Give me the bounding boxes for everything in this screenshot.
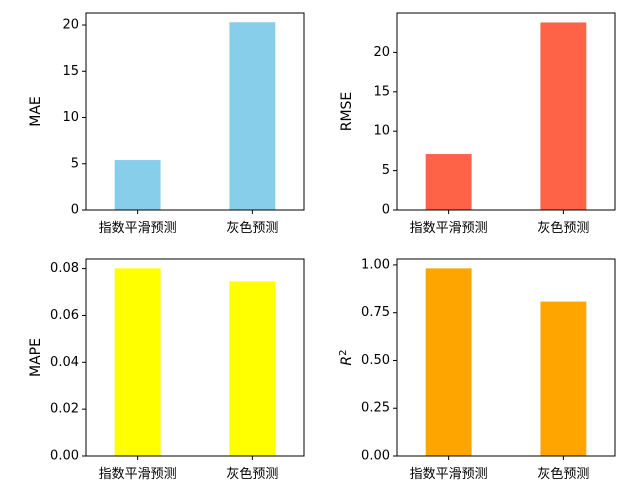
y-tick-label: 10: [62, 110, 79, 125]
y-tick-label: 5: [382, 163, 390, 178]
y-tick-label: 0.00: [361, 449, 390, 464]
y-tick-label: 0.06: [50, 308, 79, 323]
chart-panel-4: 0.00 0.25 0.50 0.75 1.00 指数平滑预测 灰色预测 R2: [338, 257, 616, 482]
y-axis-title: R2: [338, 349, 356, 365]
axes-frame: [85, 258, 305, 457]
y-tick-label: 0.00: [50, 449, 79, 464]
y-axis-title: RMSE: [339, 92, 355, 132]
bar-1: [425, 154, 472, 210]
y-axis-title: MAPE: [28, 338, 44, 377]
chart-panel-1: 0 5 10 15 20 指数平滑预测 灰色预测 MAE: [28, 12, 305, 236]
y-tick-label: 0.04: [50, 355, 79, 370]
axes-frame: [396, 258, 616, 457]
bar-2: [540, 301, 587, 456]
chart-panel-2: 0 5 10 15 20 指数平滑预测 灰色预测 RMSE: [339, 12, 616, 236]
y-tick-label: 15: [62, 64, 79, 79]
axes-frame: [396, 12, 616, 211]
y-tick-label: 0: [382, 203, 390, 218]
y-tick-label: 0: [71, 203, 79, 218]
bar-1: [425, 268, 472, 456]
y-tick-label: 10: [373, 124, 390, 139]
y-tick-label: 0.75: [361, 305, 390, 320]
y-tick-label: 20: [373, 45, 390, 60]
y-tick-label: 5: [71, 156, 79, 171]
bar-1: [114, 268, 161, 456]
y-tick-label: 0.25: [361, 401, 390, 416]
x-tick-label: 灰色预测: [537, 220, 589, 236]
x-tick-label: 指数平滑预测: [99, 467, 177, 482]
bar-2: [229, 22, 276, 211]
x-tick-label: 灰色预测: [226, 466, 278, 482]
x-tick-label: 指数平滑预测: [410, 221, 488, 236]
y-tick-label: 0.08: [50, 261, 79, 276]
x-tick-label: 灰色预测: [226, 220, 278, 236]
x-tick-label: 灰色预测: [537, 466, 589, 482]
bar-2: [540, 22, 587, 211]
axes-frame: [85, 12, 305, 211]
chart-panel-3: 0.00 0.02 0.04 0.06 0.08 指数平滑预测 灰色预测 MAPE: [28, 258, 305, 482]
bar-1: [114, 160, 161, 210]
x-tick-label: 指数平滑预测: [99, 221, 177, 236]
y-tick-label: 0.02: [50, 402, 79, 417]
bar-2: [229, 281, 276, 456]
y-tick-label: 15: [373, 84, 390, 99]
x-tick-label: 指数平滑预测: [410, 467, 488, 482]
y-axis-title: MAE: [28, 96, 44, 127]
y-tick-label: 0.50: [361, 353, 390, 368]
y-tick-label: 1.00: [361, 257, 390, 272]
y-tick-label: 20: [62, 18, 79, 33]
